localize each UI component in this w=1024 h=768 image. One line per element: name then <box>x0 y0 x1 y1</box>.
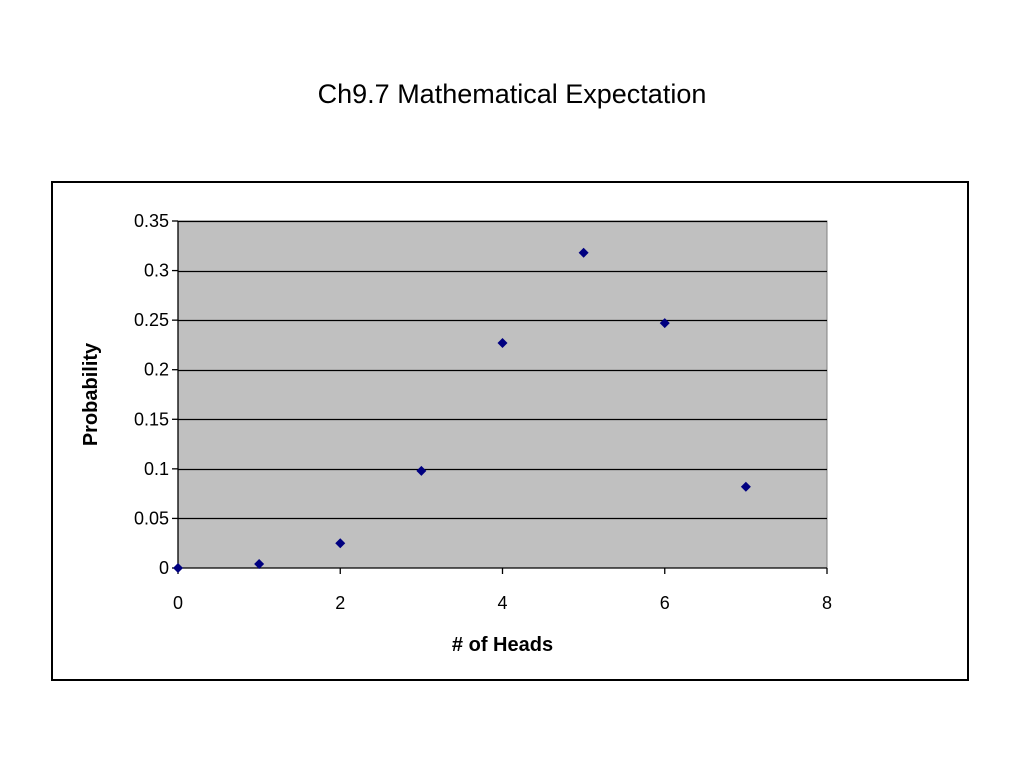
data-point <box>497 337 508 348</box>
y-tick-label: 0.35 <box>134 211 169 231</box>
y-tick-label: 0.25 <box>134 310 169 330</box>
x-tick-label: 0 <box>173 593 183 613</box>
gridlines <box>178 220 827 520</box>
data-point <box>416 465 427 476</box>
x-tick-label: 4 <box>497 593 507 613</box>
data-point <box>578 247 589 258</box>
x-tick-labels: 0 2 4 6 8 <box>173 593 832 613</box>
y-axis-title: Probability <box>80 342 102 446</box>
slide-title: Ch9.7 Mathematical Expectation <box>317 79 707 109</box>
x-axis-title: # of Heads <box>452 634 553 656</box>
data-point <box>740 481 751 492</box>
y-tick-label: 0 <box>159 558 169 578</box>
y-tick-label: 0.15 <box>134 409 169 429</box>
y-tick-labels: 0 0.05 0.1 0.15 0.2 0.25 0.3 0.35 <box>134 211 169 578</box>
data-point <box>659 318 670 329</box>
y-tick-label: 0.1 <box>144 459 169 479</box>
data-point <box>173 563 183 573</box>
data-point <box>254 559 265 570</box>
x-tick-label: 6 <box>660 593 670 613</box>
x-tick-label: 8 <box>822 593 832 613</box>
y-tick-label: 0.05 <box>134 508 169 528</box>
x-tick-label: 2 <box>335 593 345 613</box>
data-points <box>173 247 751 573</box>
data-point <box>335 538 346 549</box>
y-tick-label: 0.3 <box>144 261 169 281</box>
y-tick-label: 0.2 <box>144 360 169 380</box>
plot-area <box>177 220 828 569</box>
